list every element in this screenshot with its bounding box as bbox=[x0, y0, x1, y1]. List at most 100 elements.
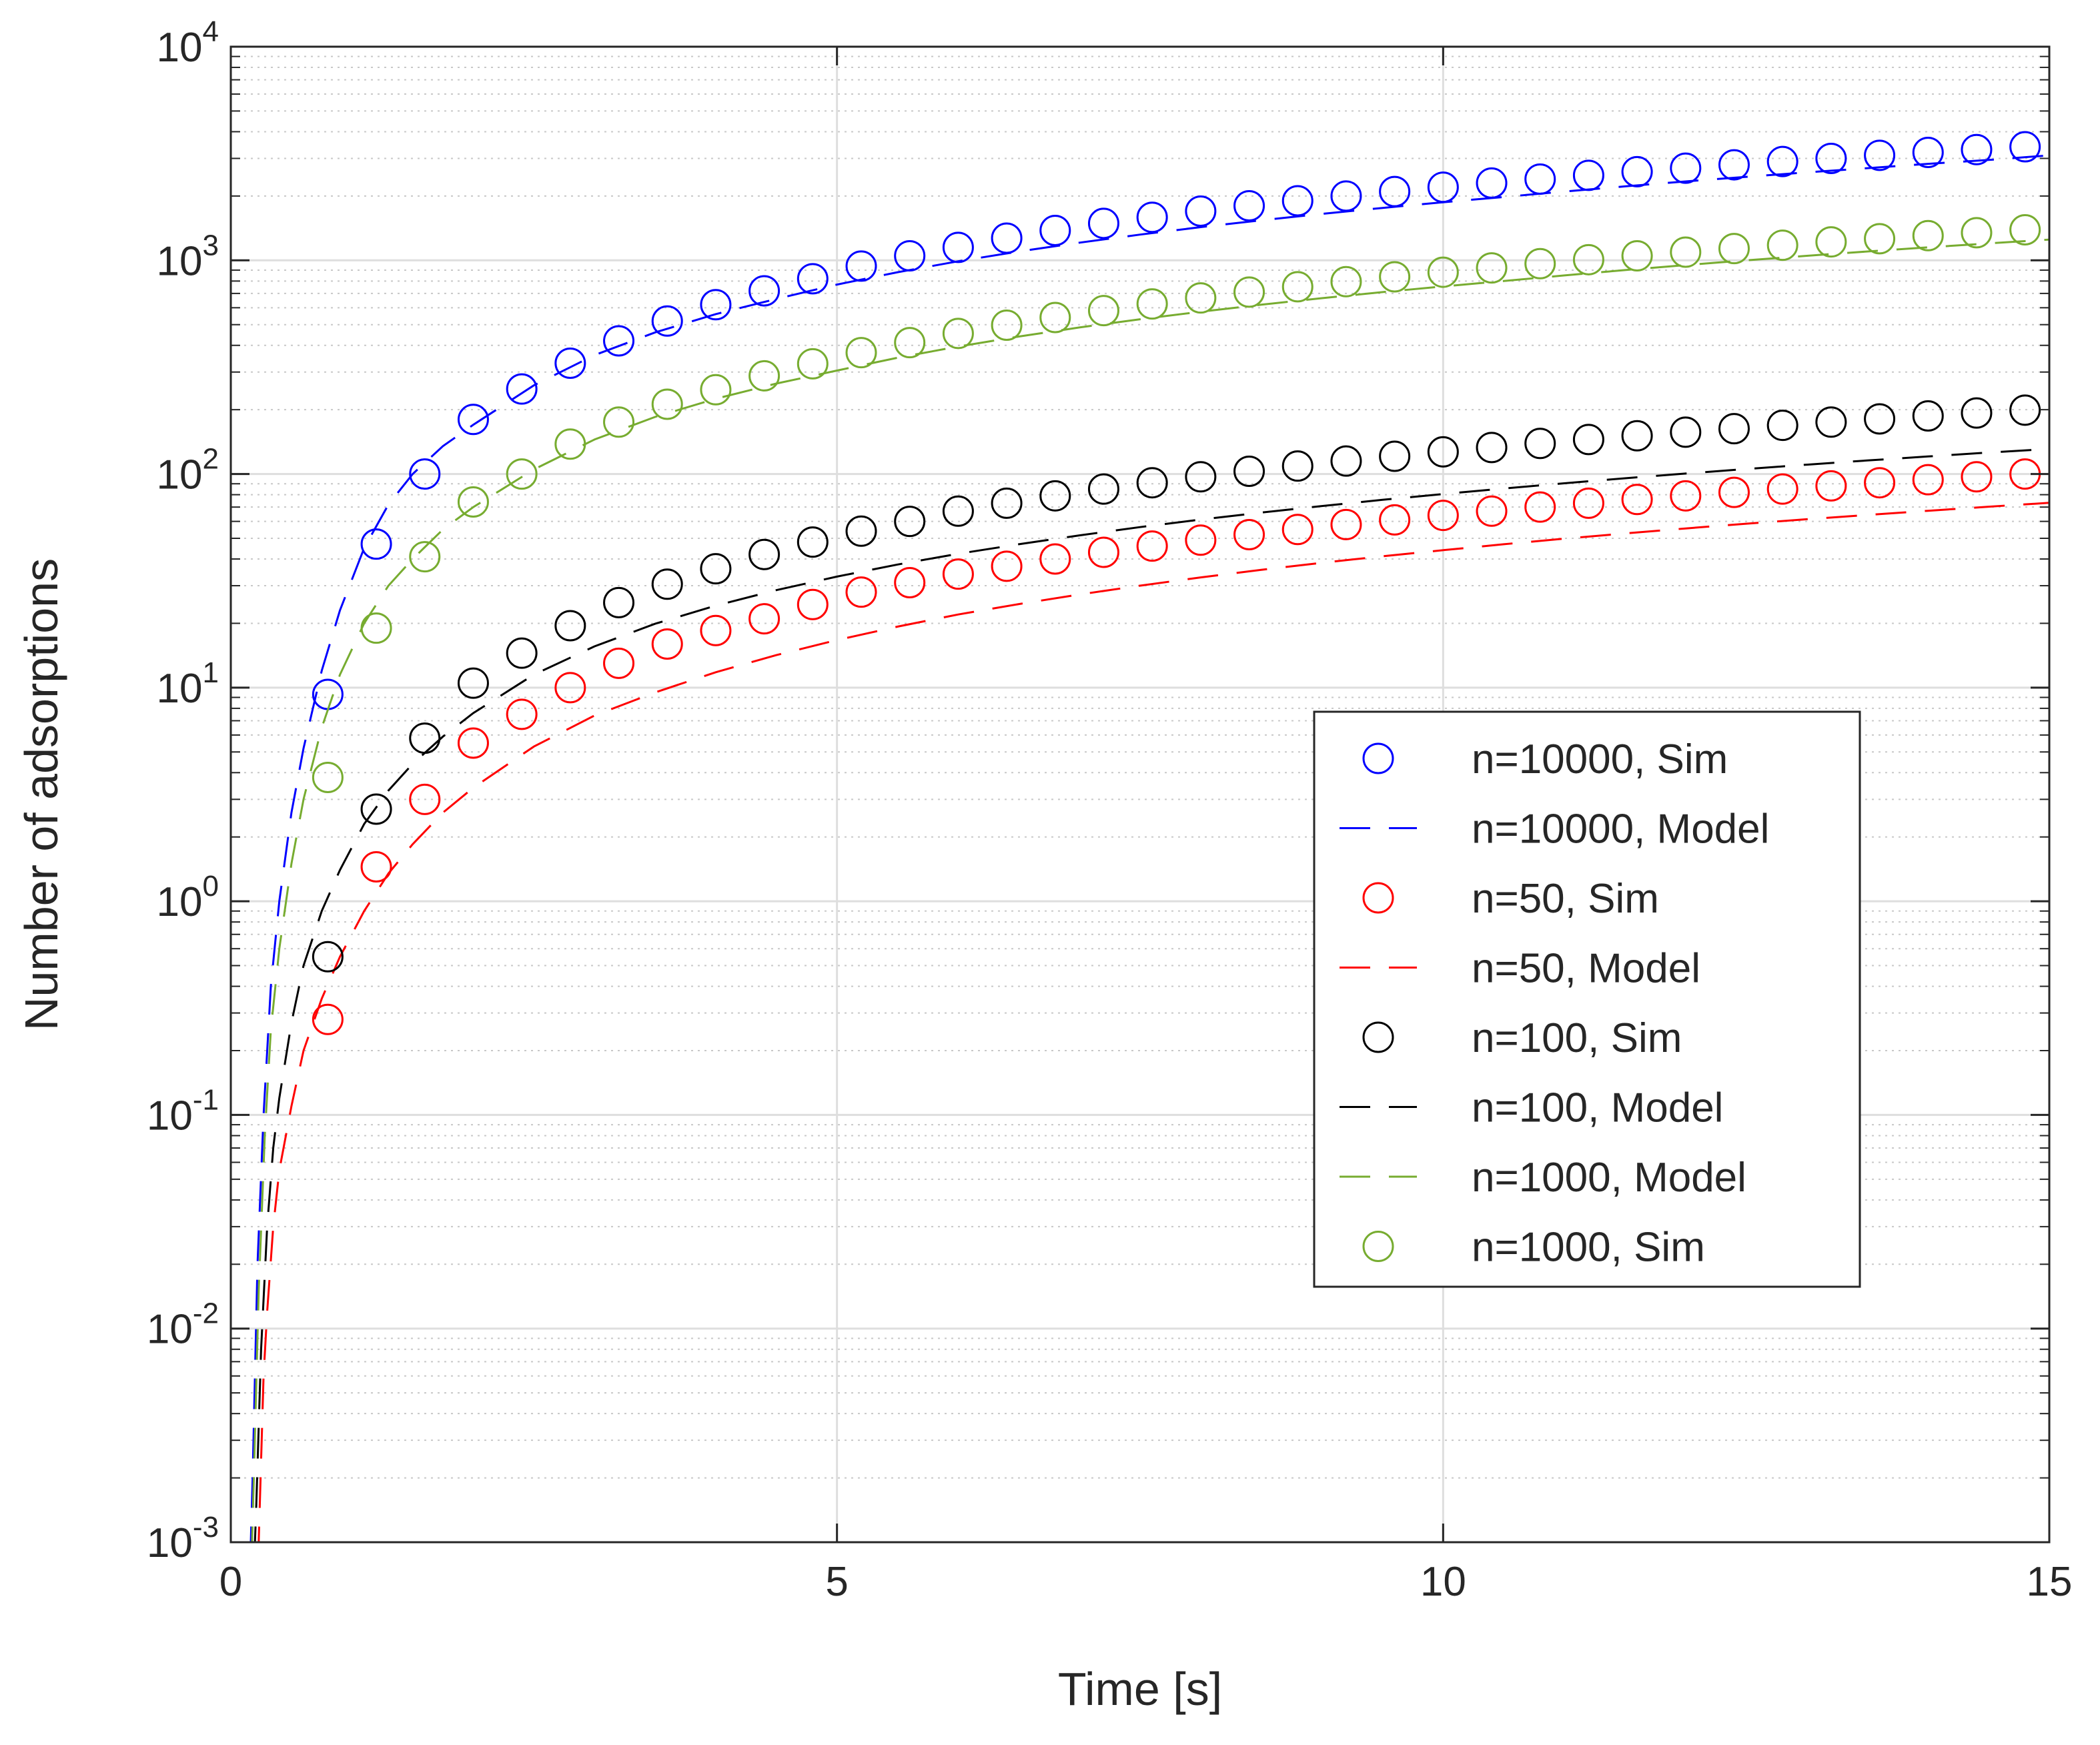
series-1 bbox=[249, 154, 2049, 1542]
sim-marker bbox=[1330, 445, 1362, 477]
sim-marker bbox=[1087, 473, 1119, 505]
sim-marker bbox=[603, 325, 635, 357]
sim-marker bbox=[1136, 467, 1168, 499]
sim-marker bbox=[1572, 424, 1604, 456]
ticks bbox=[229, 45, 2051, 1544]
sim-marker bbox=[942, 318, 974, 350]
sim-marker bbox=[1718, 413, 1750, 445]
sim-marker bbox=[1185, 524, 1217, 556]
y-tick-label: 10-3 bbox=[147, 1511, 219, 1566]
sim-marker bbox=[651, 628, 683, 660]
sim-marker bbox=[1281, 450, 1314, 482]
sim-marker bbox=[2009, 213, 2041, 245]
sim-marker bbox=[554, 347, 586, 379]
sim-marker bbox=[1621, 484, 1653, 516]
sim-marker bbox=[554, 610, 586, 642]
model-line bbox=[253, 448, 2049, 1542]
sim-marker bbox=[1961, 217, 1993, 249]
sim-marker bbox=[1136, 288, 1168, 320]
sim-marker bbox=[1185, 195, 1217, 227]
sim-marker bbox=[1476, 252, 1508, 284]
legend: n=10000, Sim n=10000, Model n=50, Sim n=50,… bbox=[1313, 710, 1861, 1288]
y-tick-label: 102 bbox=[157, 443, 219, 498]
sim-marker bbox=[409, 783, 441, 815]
sim-marker bbox=[1427, 436, 1459, 468]
sim-marker bbox=[1233, 519, 1265, 551]
legend-label: n=1000, Sim bbox=[1472, 1225, 1705, 1271]
sim-marker bbox=[1718, 233, 1750, 265]
y-tick-label: 101 bbox=[157, 656, 219, 712]
y-tick-label: 104 bbox=[157, 15, 219, 71]
plot-border bbox=[229, 45, 2051, 1544]
sim-marker bbox=[1087, 295, 1119, 327]
sim-marker bbox=[1427, 500, 1459, 532]
sim-marker bbox=[700, 289, 732, 321]
sim-marker bbox=[360, 793, 392, 825]
sim-marker bbox=[1087, 536, 1119, 568]
sim-marker bbox=[1572, 243, 1604, 275]
sim-marker bbox=[1961, 133, 1993, 165]
sim-marker bbox=[312, 761, 344, 793]
sim-marker bbox=[2009, 394, 2041, 426]
sim-marker bbox=[1524, 491, 1556, 523]
sim-marker bbox=[1670, 480, 1702, 512]
sim-marker bbox=[1330, 508, 1362, 540]
x-tick-label: 5 bbox=[825, 1559, 848, 1605]
legend-marker-swatch bbox=[1362, 1021, 1394, 1053]
sim-marker bbox=[1330, 265, 1362, 298]
sim-marker bbox=[748, 275, 780, 307]
x-tick-label: 10 bbox=[1420, 1559, 1466, 1605]
y-tick-label: 10-2 bbox=[147, 1297, 219, 1353]
series-5 bbox=[253, 448, 2049, 1542]
sim-marker bbox=[1621, 420, 1653, 452]
sim-marker bbox=[1379, 440, 1411, 472]
y-tick-label: 10-1 bbox=[147, 1083, 219, 1139]
legend-marker-swatch bbox=[1362, 742, 1394, 774]
sim-marker bbox=[1766, 145, 1798, 177]
model-line bbox=[251, 238, 2049, 1542]
sim-marker bbox=[1815, 470, 1847, 502]
sim-marker bbox=[1621, 239, 1653, 271]
sim-marker bbox=[700, 374, 732, 406]
sim-marker bbox=[894, 566, 926, 598]
sim-marker bbox=[845, 337, 877, 369]
sim-marker bbox=[360, 528, 392, 560]
sim-marker bbox=[506, 458, 538, 490]
sim-marker bbox=[1864, 139, 1896, 171]
sim-marker bbox=[312, 1003, 344, 1035]
sim-marker bbox=[360, 850, 392, 883]
sim-marker bbox=[797, 348, 829, 380]
legend-marker-swatch bbox=[1362, 1231, 1394, 1262]
sim-marker bbox=[1912, 464, 1944, 496]
sim-marker bbox=[1766, 410, 1798, 442]
sim-marker bbox=[700, 553, 732, 585]
sim-marker bbox=[506, 373, 538, 405]
sim-marker bbox=[894, 506, 926, 538]
sim-marker bbox=[1039, 214, 1071, 246]
sim-marker bbox=[942, 495, 974, 527]
sim-marker bbox=[457, 727, 489, 759]
sim-marker bbox=[1136, 201, 1168, 233]
series-6 bbox=[251, 238, 2049, 1542]
sim-marker bbox=[1766, 473, 1798, 505]
sim-marker bbox=[700, 614, 732, 646]
legend-entry: n=100, Sim bbox=[1362, 1015, 1682, 1061]
legend-box bbox=[1313, 710, 1861, 1288]
sim-marker bbox=[603, 406, 635, 438]
sim-marker bbox=[1039, 480, 1071, 512]
sim-marker bbox=[603, 586, 635, 618]
y-axis-label: Number of adsorptions bbox=[15, 558, 67, 1031]
sim-marker bbox=[894, 327, 926, 359]
legend-label: n=100, Model bbox=[1472, 1085, 1723, 1131]
sim-marker bbox=[1379, 504, 1411, 536]
sim-marker bbox=[409, 458, 441, 490]
legend-label: n=10000, Sim bbox=[1472, 736, 1728, 782]
sim-marker bbox=[1864, 467, 1896, 499]
sim-marker bbox=[1961, 397, 1993, 429]
sim-marker bbox=[991, 310, 1023, 342]
series-4 bbox=[312, 394, 2041, 973]
sim-marker bbox=[1476, 495, 1508, 527]
sim-marker bbox=[1039, 543, 1071, 575]
y-tick-label: 103 bbox=[157, 229, 219, 284]
sim-marker bbox=[1572, 487, 1604, 519]
